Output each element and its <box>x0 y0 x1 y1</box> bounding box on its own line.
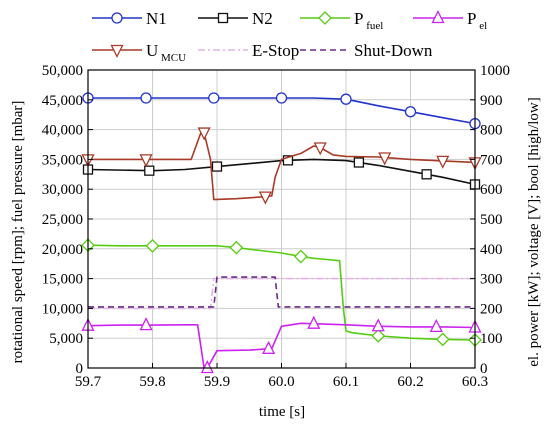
y-left-tick-label: 30,000 <box>42 182 83 198</box>
x-tick-label: 60.3 <box>462 374 488 390</box>
y-left-tick-label: 25,000 <box>42 212 83 228</box>
series-marker-umcu <box>139 154 153 168</box>
y-right-tick-label: 0 <box>480 361 488 377</box>
x-tick-label: 59.7 <box>75 374 102 390</box>
y-right-tick-label: 600 <box>480 182 503 198</box>
series-marker-pel <box>429 318 443 333</box>
y-left-tick-label: 40,000 <box>42 123 83 139</box>
legend-label: N2 <box>252 9 273 28</box>
series-marker-umcu <box>313 142 327 156</box>
y-right-tick-label: 500 <box>480 212 503 228</box>
y-right-tick-label: 700 <box>480 152 503 168</box>
y-right-tick-label: 300 <box>480 272 503 288</box>
series-marker-n1 <box>140 92 152 104</box>
series-line-estop <box>88 277 475 310</box>
series-marker-umcu <box>197 127 211 141</box>
x-axis-label: time [s] <box>259 404 305 420</box>
series-marker-n1 <box>275 92 288 104</box>
y-right-tick-label: 200 <box>480 301 503 317</box>
legend-item-n2: N2 <box>198 9 273 28</box>
series-marker-pel <box>262 340 276 354</box>
y-right-tick-label: 800 <box>480 123 503 139</box>
y-right-tick-label: 400 <box>480 242 503 258</box>
x-tick-label: 59.8 <box>139 374 165 390</box>
legend-label: P fuel <box>354 9 383 32</box>
legend-item-umcu: U MCU <box>92 41 186 64</box>
ticks: 59.7 59.8 59.9 60.0 60.1 60.2 60.305,00010,000… <box>42 63 510 390</box>
legend-item-pel: P el <box>413 9 487 32</box>
y-left-tick-label: 0 <box>76 361 84 377</box>
series-marker-pfuel <box>293 249 308 264</box>
x-tick-label: 60.1 <box>333 374 359 390</box>
series-marker-umcu <box>378 152 392 166</box>
legend-marker <box>318 11 332 25</box>
legend-marker <box>110 44 124 58</box>
legend-label: P el <box>467 9 487 32</box>
series-marker-pel <box>200 360 214 374</box>
y-right-tick-label: 100 <box>480 331 503 347</box>
series-marker-n2 <box>421 169 432 180</box>
x-tick-label: 60.2 <box>397 374 423 390</box>
series-n1 <box>82 92 481 130</box>
y-left-tick-label: 50,000 <box>42 63 83 79</box>
series-marker-pel <box>307 315 321 329</box>
series-estop <box>88 277 475 310</box>
series-line-n1 <box>88 97 476 125</box>
legend-label: U MCU <box>146 41 186 64</box>
series-marker-pfuel <box>371 328 386 343</box>
series-marker-pel <box>371 318 385 332</box>
series-marker-umcu <box>436 155 450 169</box>
series-marker-pfuel <box>145 238 160 253</box>
series-marker-n2 <box>282 155 294 166</box>
y-left-tick-label: 45,000 <box>42 93 83 109</box>
y-left-tick-label: 5,000 <box>49 331 83 347</box>
series-marker-n1 <box>404 106 417 118</box>
series-shutdown <box>88 276 475 308</box>
legend-label: Shut-Down <box>354 41 433 60</box>
legend-marker <box>111 12 123 24</box>
legend-item-shutdown: Shut-Down <box>300 41 433 60</box>
legend-marker <box>217 12 229 24</box>
legend-item-pfuel: P fuel <box>300 9 383 32</box>
series-line-n2 <box>87 158 476 186</box>
legend-item-estop: E-Stop <box>198 41 299 60</box>
x-tick-label: 60.0 <box>268 374 294 390</box>
legend: N1 N2 P fuel P el U MCU E-Stop Shut-Down <box>92 9 487 64</box>
y-left-tick-label: 35,000 <box>42 152 83 168</box>
y-left-tick-label: 15,000 <box>42 272 83 288</box>
series-marker-n2 <box>353 157 365 168</box>
y-axis-label-left: rotational speed [rpm]; fuel pressure [m… <box>10 101 26 364</box>
x-tick-label: 59.9 <box>204 374 230 390</box>
series-marker-umcu <box>258 191 272 205</box>
y-right-tick-label: 1000 <box>480 63 510 79</box>
legend-item-n1: N1 <box>92 9 167 28</box>
series-line-shutdown <box>88 276 475 308</box>
y-left-tick-label: 20,000 <box>42 242 83 258</box>
series-marker-n1 <box>208 92 220 104</box>
legend-label-subscript: el <box>476 20 487 32</box>
series-marker-pfuel <box>229 240 244 255</box>
legend-label: E-Stop <box>252 41 299 60</box>
legend-marker <box>431 10 445 24</box>
legend-label-subscript: fuel <box>363 20 383 32</box>
legend-label-subscript: MCU <box>158 52 186 64</box>
series-marker-n1 <box>340 93 352 105</box>
series-marker-pfuel <box>435 332 450 347</box>
y-axis-label-right: el. power [kW]; voltage [V]; bool [high/… <box>526 97 542 367</box>
series-marker-n2 <box>211 161 223 172</box>
legend-label: N1 <box>146 9 167 28</box>
series-marker-pel <box>139 317 153 331</box>
y-left-tick-label: 10,000 <box>42 301 83 317</box>
y-right-tick-label: 900 <box>480 93 503 109</box>
series-marker-n2 <box>144 165 155 176</box>
